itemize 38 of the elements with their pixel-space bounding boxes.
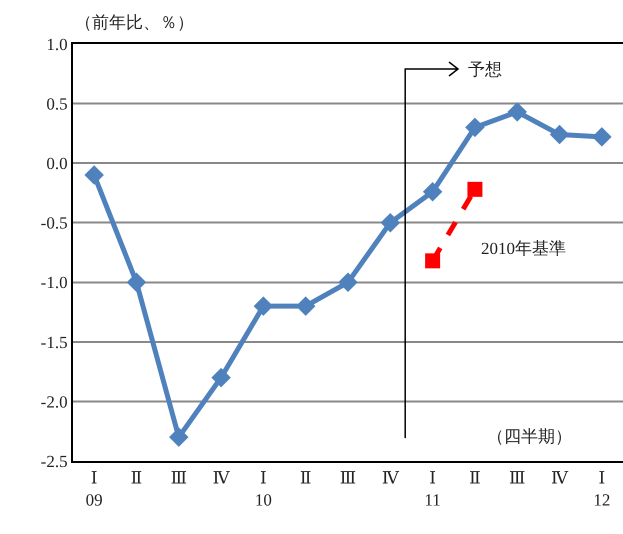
y-tick-label: 0.5 [46, 94, 68, 114]
x-tick-label: Ⅲ [340, 468, 356, 488]
point [380, 212, 400, 232]
x-tick-label: Ⅳ [551, 468, 570, 488]
y-tick-label: -1.5 [40, 332, 68, 352]
annotation: （四半期） [487, 427, 572, 446]
point [507, 102, 527, 122]
y-tick-label: 0.0 [46, 154, 68, 174]
point [84, 165, 104, 185]
x-tick-label: Ⅲ [509, 468, 526, 488]
y-tick-label: -2.5 [40, 452, 68, 471]
point [126, 272, 146, 292]
point [422, 182, 442, 202]
y-tick-label: -0.5 [40, 214, 68, 233]
point [169, 427, 189, 447]
x-tick-label: Ⅱ [300, 468, 312, 488]
point [592, 127, 612, 147]
x-tick-label: Ⅰ 10 [254, 468, 272, 510]
x-tick-label: Ⅱ [130, 468, 142, 488]
x-tick-label: Ⅰ 11 [424, 468, 441, 510]
x-tick-label: Ⅰ 09 [86, 468, 103, 510]
point [211, 368, 231, 388]
y-tick-label: -1.0 [40, 273, 68, 292]
series-label: 2010年基準 [481, 239, 566, 258]
point [465, 118, 485, 138]
point [338, 272, 358, 292]
point [425, 253, 440, 268]
x-tick-label: Ⅳ [382, 468, 400, 488]
y-tick-label: -2.0 [40, 392, 68, 412]
point [467, 182, 482, 197]
y-tick-label: 1.0 [46, 34, 68, 54]
y-axis-title: （前年比、％） [75, 13, 194, 32]
annotation: 予想 [468, 60, 502, 79]
x-tick-label: Ⅲ [170, 468, 187, 488]
point [550, 124, 570, 144]
x-tick-label: Ⅰ 12 [593, 468, 610, 510]
x-tick-label: Ⅳ [212, 468, 231, 488]
x-tick-label: Ⅱ [469, 468, 481, 488]
